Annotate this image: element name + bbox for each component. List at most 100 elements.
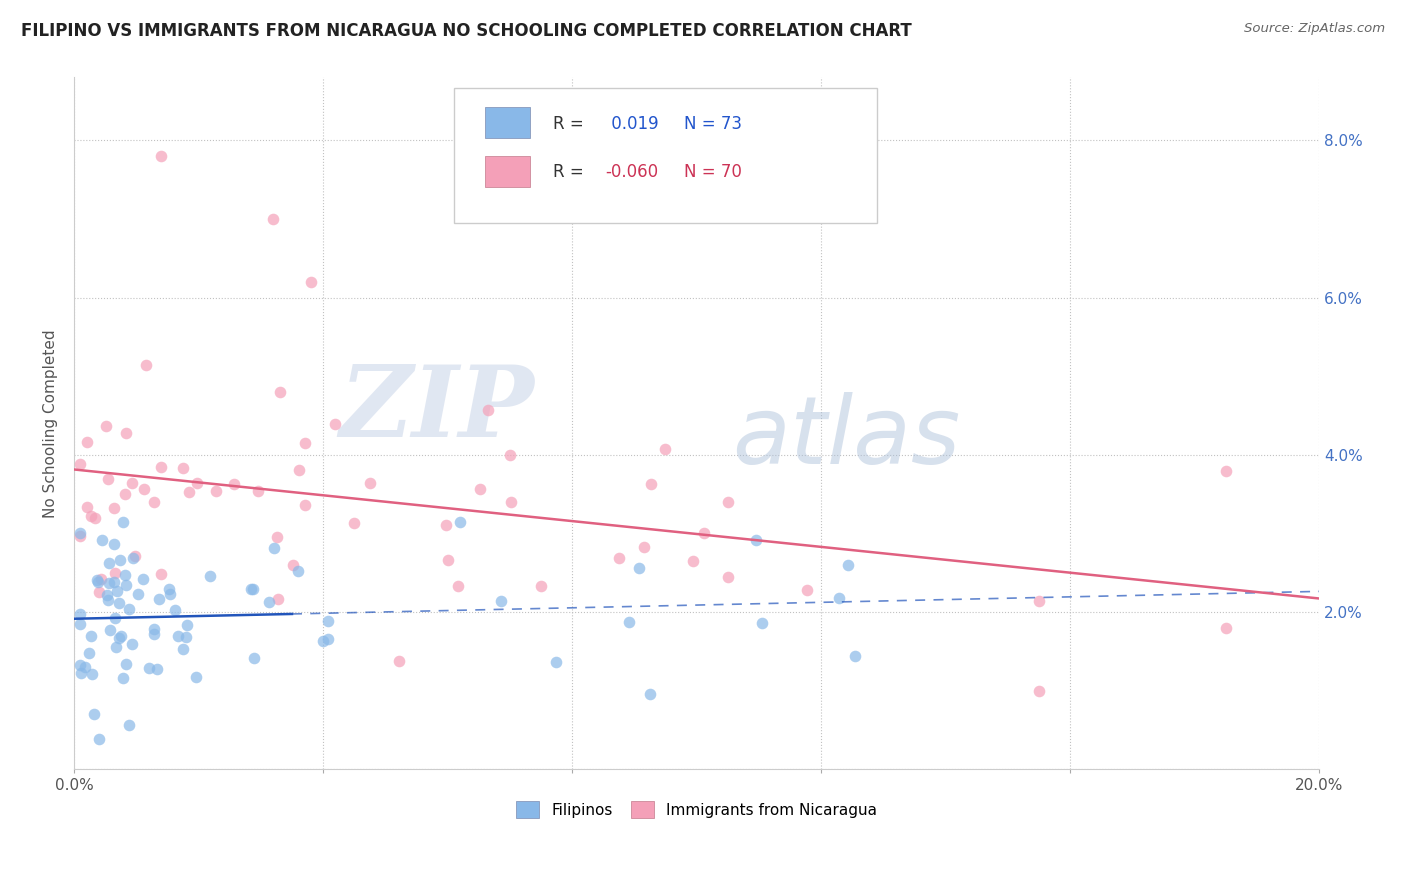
Point <box>242 651 264 665</box>
Point <box>693 526 716 541</box>
Text: -0.060: -0.060 <box>606 163 659 181</box>
Point <box>491 593 513 607</box>
Point <box>86 573 108 587</box>
Point <box>138 660 160 674</box>
Point <box>546 655 568 669</box>
Point <box>184 669 207 683</box>
Point <box>97 472 120 486</box>
Text: FILIPINO VS IMMIGRANTS FROM NICARAGUA NO SCHOOLING COMPLETED CORRELATION CHART: FILIPINO VS IMMIGRANTS FROM NICARAGUA NO… <box>21 22 912 40</box>
Point <box>751 616 773 631</box>
Point <box>80 629 103 643</box>
Point <box>69 617 91 632</box>
Point <box>186 476 208 491</box>
Point <box>287 564 309 578</box>
Point <box>257 595 280 609</box>
Point <box>262 211 284 226</box>
Point <box>108 552 131 566</box>
Point <box>115 578 138 592</box>
Point <box>530 579 553 593</box>
Point <box>77 646 100 660</box>
Point <box>131 572 153 586</box>
Point <box>837 558 859 573</box>
Point <box>96 419 118 434</box>
Point <box>205 483 228 498</box>
Point <box>172 461 194 475</box>
Point <box>121 637 143 651</box>
Point <box>682 554 704 568</box>
Point <box>96 588 118 602</box>
Point <box>266 530 288 544</box>
Point <box>118 602 141 616</box>
Point <box>69 529 91 543</box>
Point <box>198 569 221 583</box>
Point <box>145 663 167 677</box>
Point <box>111 515 134 529</box>
Point <box>446 579 468 593</box>
Point <box>70 666 93 681</box>
Point <box>745 533 768 547</box>
Point <box>299 275 322 289</box>
Point <box>103 537 125 551</box>
Point <box>98 623 121 637</box>
Text: Source: ZipAtlas.com: Source: ZipAtlas.com <box>1244 22 1385 36</box>
Point <box>318 614 340 628</box>
Point <box>242 582 264 596</box>
Point <box>640 477 662 491</box>
Point <box>247 484 270 499</box>
Point <box>633 540 655 554</box>
Point <box>312 634 335 648</box>
Point <box>449 515 471 529</box>
Point <box>115 657 138 672</box>
Point <box>1028 683 1050 698</box>
Point <box>83 511 105 525</box>
Legend: Filipinos, Immigrants from Nicaragua: Filipinos, Immigrants from Nicaragua <box>510 795 883 824</box>
Y-axis label: No Schooling Completed: No Schooling Completed <box>44 329 58 517</box>
Point <box>90 572 112 586</box>
Point <box>796 583 818 598</box>
Point <box>143 627 166 641</box>
Point <box>638 687 661 701</box>
FancyBboxPatch shape <box>485 107 530 138</box>
Point <box>498 448 520 462</box>
Point <box>69 658 91 673</box>
Point <box>69 457 91 471</box>
Point <box>316 632 339 646</box>
Point <box>115 426 138 441</box>
Point <box>97 556 120 570</box>
Point <box>166 630 188 644</box>
Point <box>654 442 676 456</box>
Point <box>267 592 290 607</box>
Point <box>91 533 114 547</box>
Point <box>717 495 740 509</box>
Point <box>114 567 136 582</box>
Point <box>127 587 149 601</box>
Point <box>83 707 105 722</box>
Point <box>97 593 120 607</box>
Point <box>174 630 197 644</box>
Point <box>104 640 127 654</box>
Point <box>105 583 128 598</box>
Point <box>87 575 110 590</box>
Text: N = 70: N = 70 <box>685 163 742 181</box>
Point <box>122 550 145 565</box>
FancyBboxPatch shape <box>485 155 530 186</box>
Point <box>114 486 136 500</box>
Point <box>157 582 180 597</box>
Point <box>1215 621 1237 635</box>
Point <box>134 482 156 496</box>
Point <box>176 617 198 632</box>
Point <box>149 460 172 475</box>
Point <box>844 649 866 664</box>
Point <box>124 549 146 563</box>
Point <box>121 475 143 490</box>
Point <box>159 587 181 601</box>
Point <box>294 436 316 450</box>
Point <box>224 477 246 491</box>
Point <box>143 622 166 636</box>
Text: N = 73: N = 73 <box>685 115 742 133</box>
Point <box>148 592 170 607</box>
Point <box>103 575 125 590</box>
Point <box>163 603 186 617</box>
Point <box>359 476 381 491</box>
Point <box>80 508 103 523</box>
